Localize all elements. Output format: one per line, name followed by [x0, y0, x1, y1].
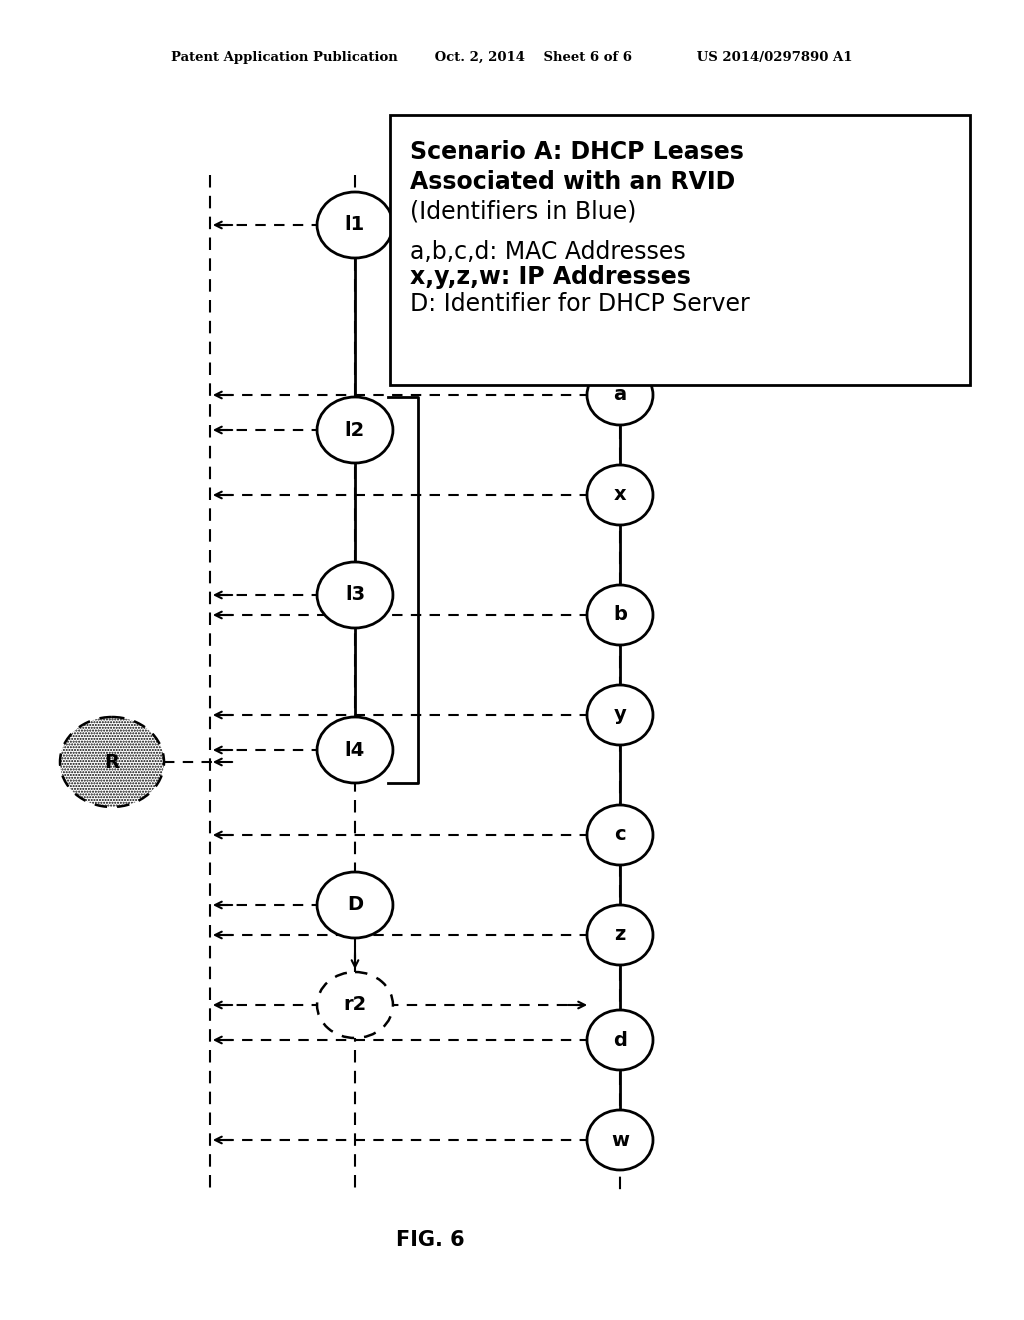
Ellipse shape: [317, 397, 393, 463]
Text: Patent Application Publication        Oct. 2, 2014    Sheet 6 of 6              : Patent Application Publication Oct. 2, 2…: [171, 51, 853, 65]
Text: l2: l2: [345, 421, 366, 440]
Ellipse shape: [587, 585, 653, 645]
Text: Associated with an RVID: Associated with an RVID: [410, 170, 735, 194]
Ellipse shape: [587, 906, 653, 965]
Bar: [390, 115, 970, 385]
Text: b: b: [613, 606, 627, 624]
Text: D: D: [347, 895, 364, 915]
Ellipse shape: [587, 685, 653, 744]
Text: x: x: [613, 486, 627, 504]
Text: (Identifiers in Blue): (Identifiers in Blue): [410, 201, 636, 224]
Ellipse shape: [587, 465, 653, 525]
Text: y: y: [613, 705, 627, 725]
Ellipse shape: [317, 562, 393, 628]
Ellipse shape: [317, 873, 393, 939]
Text: D: Identifier for DHCP Server: D: Identifier for DHCP Server: [410, 292, 750, 315]
Ellipse shape: [587, 1010, 653, 1071]
Ellipse shape: [317, 191, 393, 257]
Ellipse shape: [317, 972, 393, 1038]
Text: w: w: [611, 1130, 629, 1150]
Text: z: z: [614, 925, 626, 945]
Text: d: d: [613, 1031, 627, 1049]
Ellipse shape: [587, 366, 653, 425]
Text: x,y,z,w: IP Addresses: x,y,z,w: IP Addresses: [410, 265, 691, 289]
Text: Scenario A: DHCP Leases: Scenario A: DHCP Leases: [410, 140, 743, 164]
Text: l3: l3: [345, 586, 366, 605]
Text: r2: r2: [343, 995, 367, 1015]
Ellipse shape: [587, 805, 653, 865]
Ellipse shape: [60, 717, 164, 807]
Text: a: a: [613, 385, 627, 404]
Text: c: c: [614, 825, 626, 845]
Text: FIG. 6: FIG. 6: [395, 1230, 464, 1250]
Text: a,b,c,d: MAC Addresses: a,b,c,d: MAC Addresses: [410, 240, 686, 264]
Text: R: R: [104, 752, 120, 771]
Text: l1: l1: [345, 215, 366, 235]
Ellipse shape: [587, 1110, 653, 1170]
Text: l4: l4: [345, 741, 366, 759]
Ellipse shape: [317, 717, 393, 783]
